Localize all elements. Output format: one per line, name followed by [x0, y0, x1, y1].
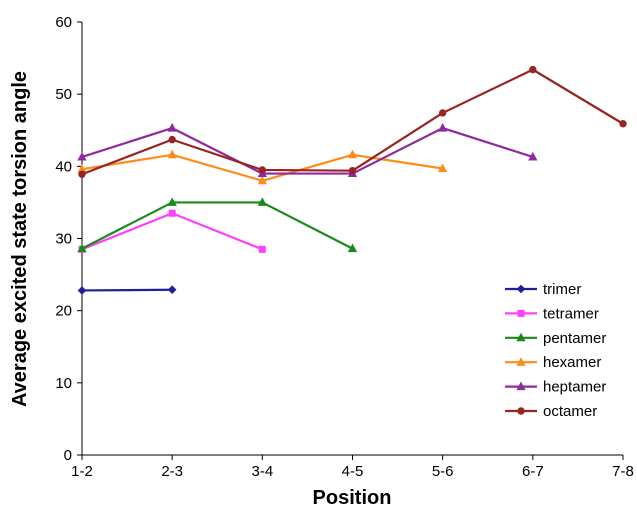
y-tick-label: 20 — [55, 303, 72, 320]
legend-marker-tetramer — [517, 309, 525, 317]
series-trimer — [77, 285, 177, 295]
data-point-pentamer — [77, 243, 87, 253]
data-point-hexamer — [438, 163, 448, 172]
data-point-octamer — [529, 65, 537, 74]
data-point-octamer — [348, 166, 357, 175]
legend-item-octamer: octamer — [505, 403, 597, 420]
legend-label: tetramer — [543, 305, 599, 322]
data-point-heptamer — [438, 123, 448, 132]
data-point-trimer — [167, 285, 177, 295]
legend-marker-hexamer — [516, 357, 526, 366]
legend-item-trimer: trimer — [505, 281, 581, 298]
data-point-pentamer — [347, 243, 358, 253]
legend-marker-heptamer — [516, 381, 526, 391]
series-line-tetramer — [81, 212, 263, 251]
series-pentamer — [77, 197, 358, 253]
y-tick-label: 40 — [55, 158, 72, 175]
legend-item-hexamer: hexamer — [505, 354, 601, 371]
data-point-tetramer — [168, 209, 176, 217]
legend-label: trimer — [543, 281, 581, 298]
x-tick-label: 7-8 — [612, 463, 634, 480]
series-octamer — [78, 65, 627, 178]
data-point-octamer — [168, 135, 176, 144]
data-point-hexamer — [257, 175, 267, 185]
data-point-octamer — [619, 120, 627, 128]
y-tick-label: 50 — [55, 86, 72, 103]
legend-item-tetramer: tetramer — [505, 305, 599, 322]
x-tick-label: 4-5 — [342, 463, 364, 480]
data-point-heptamer — [528, 151, 538, 161]
legend-item-heptamer: heptamer — [505, 379, 606, 396]
x-tick-label: 3-4 — [251, 463, 273, 480]
data-point-pentamer — [257, 197, 267, 206]
series-heptamer — [77, 123, 538, 178]
x-tick-label: 6-7 — [522, 463, 544, 480]
y-axis-title: Average excited state torsion angle — [9, 71, 31, 407]
x-axis-title: Position — [313, 487, 392, 509]
legend: trimer tetramer pentamer hexamer heptamer oct… — [505, 281, 606, 420]
series-line-pentamer — [81, 201, 354, 250]
y-tick-label: 0 — [64, 447, 72, 464]
series-line-heptamer — [81, 126, 534, 175]
data-point-tetramer — [258, 245, 266, 253]
series-line-octamer — [81, 68, 624, 176]
data-point-heptamer — [77, 151, 87, 161]
y-tick-label: 60 — [55, 14, 72, 31]
legend-label: pentamer — [543, 330, 606, 347]
legend-marker-trimer — [516, 284, 526, 294]
data-point-heptamer — [167, 123, 177, 132]
y-tick-label: 30 — [55, 231, 72, 248]
legend-label: octamer — [543, 403, 597, 420]
legend-label: hexamer — [543, 354, 601, 371]
x-tick-label: 2-3 — [161, 463, 183, 480]
x-tick-label: 1-2 — [71, 463, 93, 480]
legend-marker-octamer — [517, 407, 525, 415]
data-point-hexamer — [167, 149, 177, 159]
data-point-octamer — [258, 166, 267, 174]
series-layer — [77, 65, 627, 295]
x-tick-label: 5-6 — [432, 463, 454, 480]
legend-marker-pentamer — [516, 332, 526, 342]
series-line-trimer — [81, 288, 173, 292]
data-point-hexamer — [347, 149, 358, 159]
legend-item-pentamer: pentamer — [505, 330, 606, 347]
data-point-octamer — [438, 109, 447, 117]
legend-label: heptamer — [543, 379, 606, 396]
axes: 0 10 20 30 40 50 60 1-2 2-3 3-4 4-5 5-6 6-7 7-8 — [55, 14, 634, 480]
data-point-octamer — [78, 170, 86, 178]
series-tetramer — [78, 209, 266, 253]
data-point-trimer — [77, 286, 87, 295]
data-point-pentamer — [167, 197, 177, 206]
y-tick-label: 10 — [55, 375, 72, 392]
